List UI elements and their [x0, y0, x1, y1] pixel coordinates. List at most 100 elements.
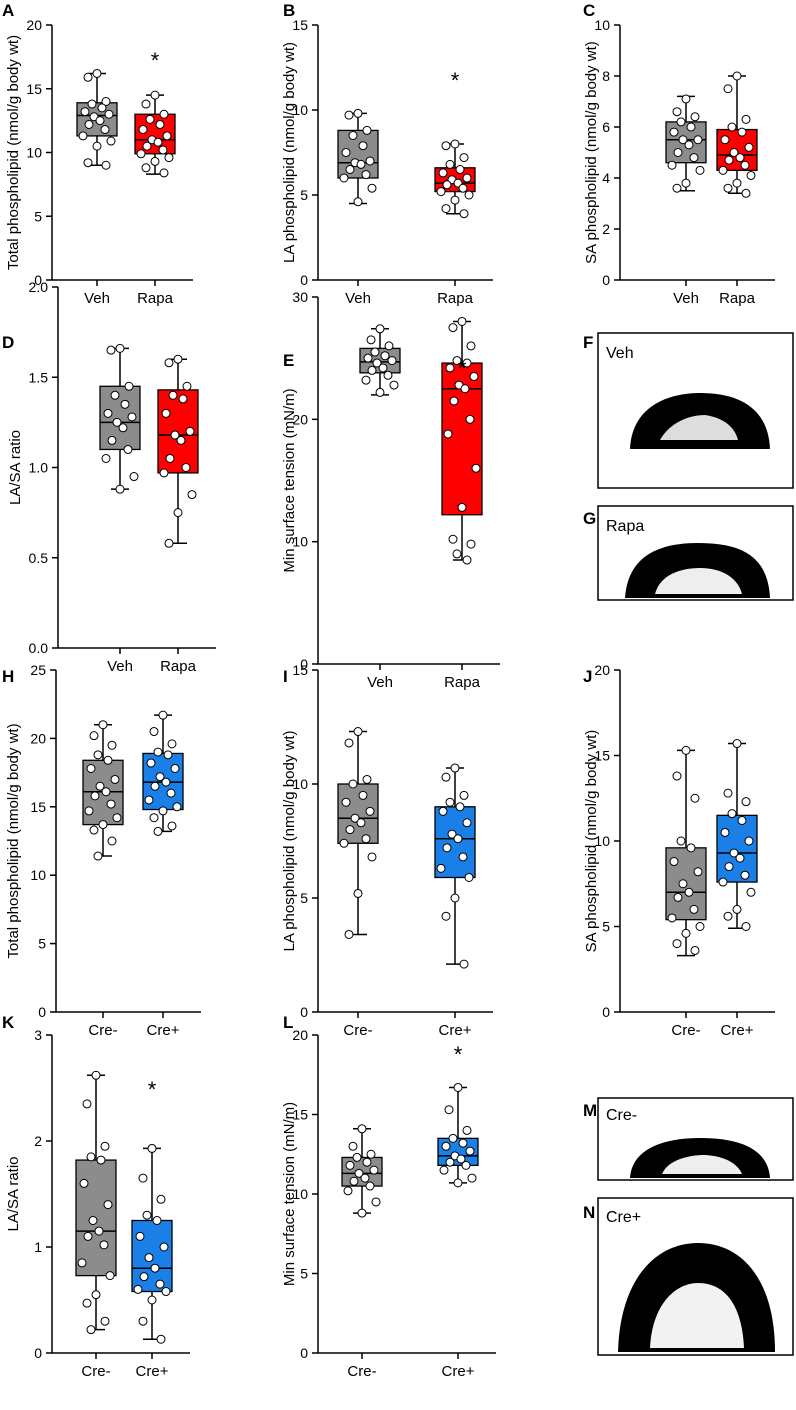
data-point	[458, 1138, 468, 1148]
data-point	[450, 139, 460, 149]
data-point	[110, 390, 120, 400]
droplet-highlight	[650, 1283, 744, 1348]
data-point	[436, 863, 446, 873]
data-point	[178, 394, 188, 404]
data-point	[746, 170, 756, 180]
x-tick-label: Veh	[84, 290, 110, 307]
data-point	[142, 1210, 152, 1220]
data-point	[89, 825, 99, 835]
data-point	[100, 125, 110, 135]
data-point	[445, 363, 455, 373]
image-n: Cre+ N	[583, 1197, 794, 1356]
data-point	[459, 153, 469, 163]
data-point	[138, 1316, 148, 1326]
data-point	[466, 341, 476, 351]
data-point	[741, 922, 751, 931]
data-point	[353, 888, 363, 898]
data-point	[96, 1155, 106, 1165]
y-tick-label: 30	[292, 289, 308, 305]
data-point	[450, 195, 460, 205]
data-point	[129, 472, 139, 482]
chart-panel: 0 5 10 15 LA phospholipid (nmol/g body wt) B V…	[281, 1, 493, 307]
data-point	[356, 818, 366, 828]
y-tick-label: 0	[34, 272, 42, 288]
data-point	[345, 1160, 355, 1170]
data-point	[362, 1157, 372, 1167]
significance: *	[458, 356, 467, 381]
data-point	[452, 356, 462, 366]
data-point	[104, 109, 114, 119]
image-label: Cre+	[606, 1209, 641, 1226]
panel-letter: E	[283, 351, 294, 370]
data-point	[744, 836, 754, 846]
data-point	[695, 165, 705, 175]
data-point	[187, 490, 197, 500]
data-point	[690, 945, 700, 955]
y-tick-label: 15	[292, 1107, 308, 1123]
data-point	[156, 1334, 166, 1344]
x-tick-label: Veh	[345, 290, 371, 307]
data-point	[161, 408, 171, 418]
data-point	[344, 738, 354, 748]
y-tick-label: 10	[594, 17, 610, 33]
data-point	[741, 114, 751, 124]
data-point	[153, 137, 163, 147]
y-tick-label: 10	[594, 833, 610, 849]
x-tick-label: Cre-	[347, 1363, 376, 1380]
y-tick-label: 5	[34, 208, 42, 224]
panel-letter: F	[583, 333, 593, 352]
data-point	[141, 163, 151, 173]
data-point	[360, 1173, 370, 1183]
data-point	[86, 1152, 96, 1162]
data-point	[101, 97, 111, 106]
data-point	[149, 813, 159, 823]
data-point	[344, 110, 354, 120]
data-point	[88, 1216, 98, 1225]
data-point	[149, 727, 159, 737]
data-point	[77, 1258, 87, 1268]
data-point	[445, 797, 455, 807]
y-tick-label: 20	[594, 662, 610, 678]
x-tick-label: Rapa	[444, 674, 481, 691]
y-tick-label: 5	[300, 890, 308, 906]
data-point	[78, 131, 88, 141]
y-tick-label: 2.0	[29, 279, 49, 295]
y-tick-label: 10	[26, 145, 42, 161]
y-tick-label: 0	[300, 272, 308, 288]
data-point	[155, 119, 165, 129]
data-point	[98, 720, 108, 730]
data-point	[86, 763, 96, 773]
data-point	[459, 209, 469, 219]
data-point	[450, 893, 460, 903]
data-point	[348, 131, 358, 140]
data-point	[79, 1178, 89, 1188]
data-point	[84, 119, 94, 129]
data-point	[445, 159, 455, 169]
data-point	[684, 140, 694, 150]
x-tick-label: Cre-	[343, 1022, 372, 1039]
data-point	[389, 380, 399, 390]
data-point	[138, 1173, 148, 1183]
data-point	[135, 1231, 145, 1241]
y-axis-label: Total phospholipid (nmol/g body wt)	[5, 723, 22, 958]
data-point	[690, 112, 700, 122]
y-axis-label: Total phospholipid (nmol/g body wt)	[5, 35, 22, 270]
data-point	[672, 183, 682, 193]
chart-panel: 0.0 0.5 1.0 1.5 2.0 LA/SA ratio D Veh Rapa	[2, 279, 216, 675]
y-axis-label: LA phospholipid (nmol/g body wt)	[281, 42, 298, 263]
y-tick-label: 5	[300, 1266, 308, 1282]
data-point	[471, 463, 481, 473]
data-point	[367, 183, 377, 193]
y-tick-label: 0.0	[29, 640, 49, 656]
data-point	[357, 1124, 367, 1134]
data-point	[441, 772, 451, 782]
data-point	[689, 153, 699, 163]
data-point	[723, 911, 733, 921]
data-point	[740, 160, 750, 170]
significance: *	[151, 48, 160, 73]
data-point	[672, 107, 682, 117]
data-point	[107, 435, 117, 445]
data-point	[138, 125, 148, 135]
y-axis-label: SA phospholipid (nmol/g body wt)	[583, 41, 600, 264]
panel-letter: I	[283, 667, 288, 686]
